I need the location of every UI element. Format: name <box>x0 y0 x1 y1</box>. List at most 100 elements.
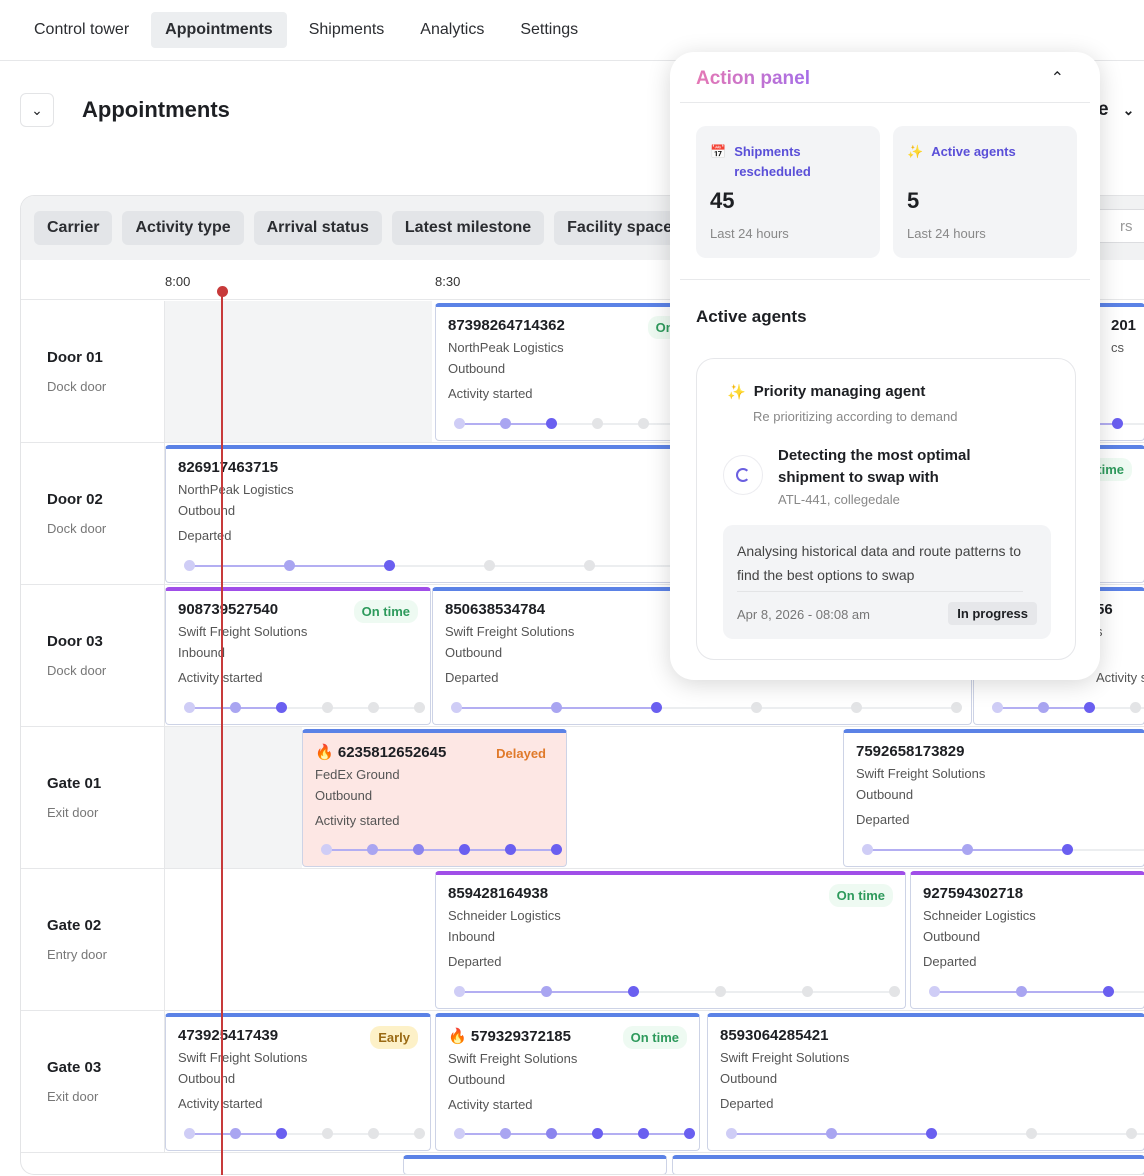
agent-task-sub: ATL-441, collegedale <box>778 492 900 507</box>
progress-segment <box>326 849 372 851</box>
progress-segment <box>633 991 720 993</box>
progress-segment <box>1031 1133 1131 1135</box>
progress-segment <box>281 1133 327 1135</box>
collapse-button[interactable]: ⌄ <box>20 93 54 127</box>
progress-segment <box>931 1133 1031 1135</box>
stat-value: 45 <box>710 188 735 213</box>
carrier-name: Schneider Logistics <box>448 908 561 923</box>
view-select-label: e <box>1098 99 1109 120</box>
direction: Outbound <box>178 1071 236 1086</box>
stat-label: Shipments rescheduled <box>734 144 811 179</box>
progress-segment <box>505 423 551 425</box>
active-agents-heading: Active agents <box>696 307 807 326</box>
status-badge: In progress <box>948 602 1037 625</box>
current-time-line <box>221 291 223 1175</box>
view-select[interactable]: e ⌄ <box>1098 99 1144 121</box>
tab-settings[interactable]: Settings <box>520 21 579 38</box>
progress-segment <box>1043 707 1089 709</box>
milestone-dot <box>451 702 462 713</box>
progress-segment <box>418 849 464 851</box>
latest-milestone: Departed <box>445 670 499 685</box>
progress-segment <box>235 707 281 709</box>
progress-segment <box>656 707 756 709</box>
direction <box>1111 361 1132 376</box>
row-label: Door 02 Dock door <box>21 443 165 585</box>
appointment-card[interactable]: On time 859428164938 Schneider Logistics In… <box>435 871 906 1009</box>
tab-control-tower[interactable]: Control tower <box>34 21 130 38</box>
milestone-dot <box>454 986 465 997</box>
timeline-row: Gate 03 Exit door Early 473925417439 Swift F… <box>21 1011 1144 1153</box>
filter-arrival-status[interactable]: Arrival status <box>253 211 382 245</box>
progress-segment <box>489 565 589 567</box>
carrier-name: Swift Freight Solutions <box>720 1050 850 1065</box>
milestone-dot <box>1126 1128 1137 1139</box>
shipment-id: 859428164938 <box>448 885 893 902</box>
status-badge: On time <box>828 884 893 907</box>
progress-segment <box>372 849 418 851</box>
chevron-up-icon[interactable]: ⌃ <box>1050 70 1064 87</box>
appointment-card[interactable]: Early 473925417439 Swift Freight Solutions… <box>165 1013 431 1151</box>
filter-facility-space[interactable]: Facility space <box>554 211 686 245</box>
milestone-dot <box>184 560 195 571</box>
progress-segment <box>189 565 289 567</box>
agent-description: Re prioritizing according to demand <box>753 409 958 424</box>
shipment-id-text: 473925417439 <box>178 1027 279 1044</box>
agent-note: Analysing historical data and route patt… <box>723 525 1051 639</box>
shipment-id-text: 6235812652645 <box>337 744 447 761</box>
progress-segment <box>281 707 327 709</box>
sparkle-icon: ✨ <box>727 384 746 401</box>
direction: Outbound <box>315 788 373 803</box>
stat-sub: Last 24 hours <box>710 226 789 241</box>
status-badge: On time <box>353 600 418 623</box>
progress-segment <box>459 423 505 425</box>
milestone-dot <box>726 1128 737 1139</box>
progress-segment <box>1089 707 1135 709</box>
filter-activity-type[interactable]: Activity type <box>122 211 244 245</box>
direction <box>1096 645 1132 660</box>
row-name: Gate 02 <box>47 917 102 934</box>
row-name: Gate 01 <box>47 775 102 792</box>
appointment-card[interactable]: 7592658173829 Swift Freight Solutions Outb… <box>843 729 1144 867</box>
tab-analytics[interactable]: Analytics <box>420 21 485 38</box>
appointment-card[interactable]: 927594302718 Schneider Logistics Outbound D… <box>910 871 1144 1009</box>
row-label: Door 03 Dock door <box>21 585 165 727</box>
milestone-dot <box>322 702 333 713</box>
milestone-dot <box>1038 702 1049 713</box>
progress-segment <box>327 707 373 709</box>
progress-segment <box>510 849 556 851</box>
milestone-dot <box>1026 1128 1037 1139</box>
tab-shipments[interactable]: Shipments <box>308 21 385 38</box>
milestone-dot <box>926 1128 937 1139</box>
progress-segment <box>643 1133 689 1135</box>
schedule-board: Carrier Activity type Arrival status Lat… <box>20 195 1144 1175</box>
progress-segment <box>551 423 597 425</box>
milestone-dot <box>322 1128 333 1139</box>
shipment-id-text: 826917463715 <box>178 459 279 476</box>
milestone-dot <box>684 1128 695 1139</box>
appointment-card[interactable]: On time 🔥 579329372185 Swift Freight Solut… <box>435 1013 700 1151</box>
appointment-card[interactable] <box>403 1155 667 1174</box>
shipment-id: 87398264714362 <box>448 317 712 334</box>
chevron-down-icon: ⌄ <box>1122 102 1135 118</box>
milestone-dot <box>802 986 813 997</box>
row-name: Gate 03 <box>47 1059 102 1076</box>
appointment-card[interactable]: 8593064285421 Swift Freight Solutions Outb… <box>707 1013 1144 1151</box>
filter-carrier[interactable]: Carrier <box>34 211 113 245</box>
progress-segment <box>1021 991 1108 993</box>
time-tick: 8:00 <box>165 274 191 289</box>
milestone-dot <box>505 844 516 855</box>
milestone-dot <box>546 1128 557 1139</box>
progress-segment <box>389 565 489 567</box>
milestone-dot <box>638 418 649 429</box>
tab-appointments[interactable]: Appointments <box>151 12 287 48</box>
milestone-dot <box>284 560 295 571</box>
flame-icon: 🔥 <box>448 1028 471 1045</box>
progress-segment <box>505 1133 551 1135</box>
appointment-card[interactable] <box>672 1155 1144 1174</box>
agent-card[interactable]: ✨ Priority managing agent Re prioritizing… <box>696 358 1076 660</box>
stat-sub: Last 24 hours <box>907 226 986 241</box>
appointment-card[interactable]: Delayed 🔥 6235812652645 FedEx Ground Outbou… <box>302 729 567 867</box>
filter-latest-milestone[interactable]: Latest milestone <box>391 211 545 245</box>
appointment-card[interactable]: On time 908739527540 Swift Freight Solutio… <box>165 587 431 725</box>
milestone-dot <box>992 702 1003 713</box>
